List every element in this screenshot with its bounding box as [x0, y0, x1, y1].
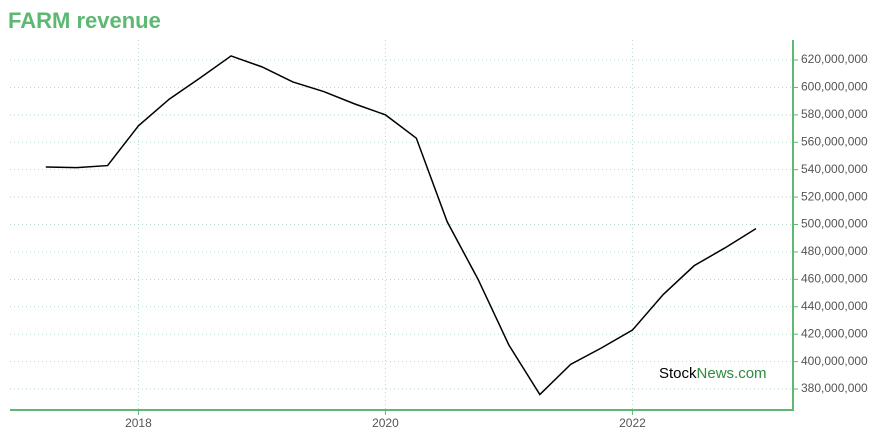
y-tick-label: 400,000,000: [801, 354, 868, 368]
line: [45, 55, 757, 396]
y-tick-label: 560,000,000: [801, 134, 868, 148]
y-tick-label: 480,000,000: [801, 244, 868, 258]
y-tick-label: 380,000,000: [801, 381, 868, 395]
watermark: StockNews.com: [659, 365, 767, 382]
y-tick-label: 620,000,000: [801, 52, 868, 66]
y-tick-label: 600,000,000: [801, 80, 868, 94]
y-tick-label: 500,000,000: [801, 217, 868, 231]
y-tick-label: 420,000,000: [801, 326, 868, 340]
watermark-part: News.com: [697, 365, 767, 382]
chart-title: FARM revenue: [8, 8, 161, 33]
y-tick-label: 520,000,000: [801, 189, 868, 203]
x-tick-label: 2018: [125, 416, 152, 430]
y-tick-label: 540,000,000: [801, 162, 868, 176]
watermark-part: Stock: [659, 365, 697, 382]
y-tick-label: 440,000,000: [801, 299, 868, 313]
x-tick-label: 2022: [619, 416, 646, 430]
x-tick-label: 2020: [372, 416, 399, 430]
y-tick-label: 580,000,000: [801, 107, 868, 121]
y-tick-label: 460,000,000: [801, 272, 868, 286]
